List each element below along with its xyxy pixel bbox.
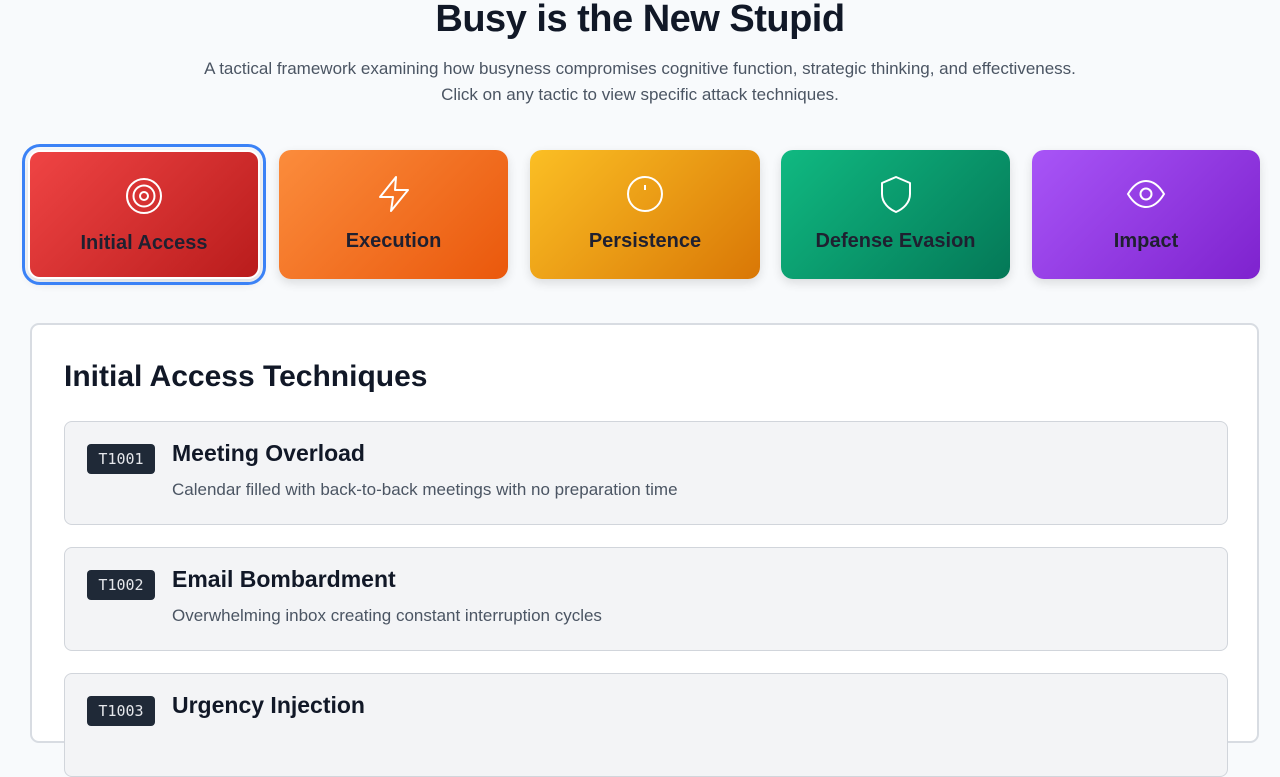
- technique-id-badge: T1002: [87, 570, 155, 600]
- tactic-card-initial-access[interactable]: Initial Access: [22, 144, 266, 285]
- subtitle: A tactical framework examining how busyn…: [204, 59, 1076, 78]
- tactic-label: Defense Evasion: [815, 230, 976, 252]
- tactic-card-defense-evasion[interactable]: Defense Evasion: [781, 150, 1010, 279]
- technique-description: Calendar filled with back-to-back meetin…: [172, 480, 678, 499]
- target-icon: [126, 178, 162, 214]
- technique-description: Overwhelming inbox creating constant int…: [172, 606, 602, 625]
- technique-id-badge: T1003: [87, 696, 155, 726]
- eye-icon: [1126, 179, 1166, 209]
- tactic-label: Impact: [1113, 230, 1179, 252]
- tactic-card-persistence[interactable]: Persistence: [530, 150, 760, 279]
- technique-id-badge: T1001: [87, 444, 155, 474]
- clock-icon: [627, 176, 663, 212]
- tactic-label: Initial Access: [80, 232, 208, 254]
- tactic-label: Persistence: [588, 230, 702, 252]
- tactic-card-execution[interactable]: Execution: [279, 150, 508, 279]
- tactic-label: Execution: [345, 230, 442, 252]
- technique-name: Urgency Injection: [172, 692, 365, 718]
- lightning-icon: [378, 176, 409, 212]
- technique-item[interactable]: T1003 Urgency Injection: [64, 673, 1228, 777]
- panel-title: Initial Access Techniques: [64, 360, 428, 393]
- technique-item[interactable]: T1001 Meeting Overload Calendar filled wit…: [64, 421, 1228, 525]
- shield-icon: [880, 176, 911, 213]
- technique-name: Email Bombardment: [172, 566, 396, 592]
- instructions: Click on any tactic to view specific att…: [441, 85, 839, 104]
- techniques-panel: Initial Access Techniques T1001 Meeting O…: [30, 323, 1259, 777]
- technique-item[interactable]: T1002 Email Bombardment Overwhelming inbox…: [64, 547, 1228, 651]
- tactic-card-impact[interactable]: Impact: [1032, 150, 1260, 279]
- page-title: Busy is the New Stupid: [435, 0, 845, 40]
- technique-name: Meeting Overload: [172, 440, 365, 466]
